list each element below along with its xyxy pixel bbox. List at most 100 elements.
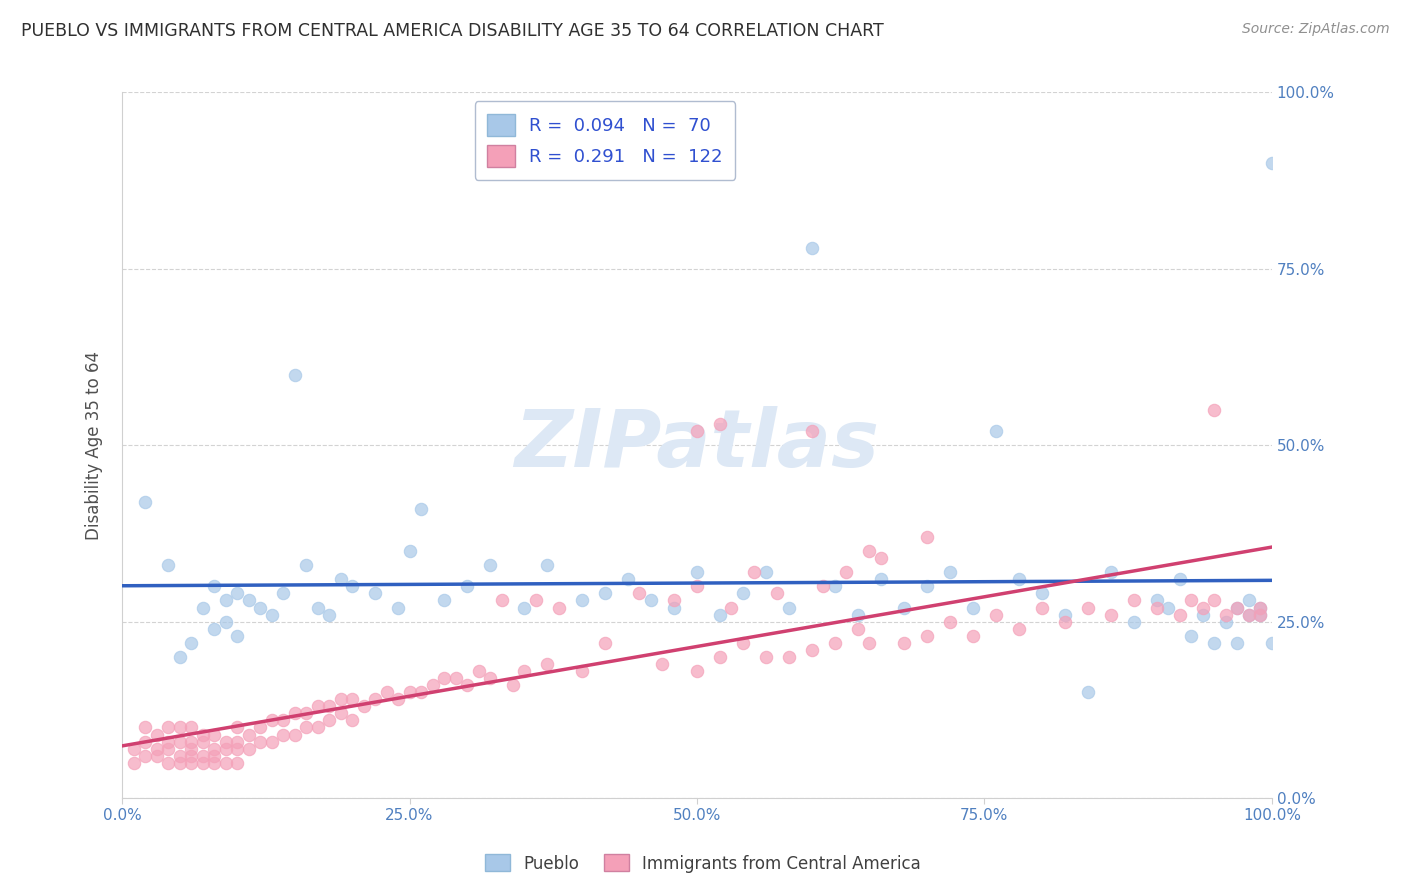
Point (1237, 607, 1260, 622)
Point (271, 586, 294, 600)
Point (180, 721, 202, 735)
Point (1146, 600, 1168, 615)
Point (1053, 607, 1076, 622)
Point (744, 566, 766, 580)
Legend: Pueblo, Immigrants from Central America: Pueblo, Immigrants from Central America (478, 847, 928, 880)
Point (191, 727, 214, 741)
Point (800, 643, 823, 657)
Point (893, 636, 915, 650)
Point (1215, 615, 1237, 629)
Point (157, 734, 180, 748)
Point (271, 714, 294, 728)
Point (398, 685, 420, 699)
Point (180, 741, 202, 756)
Point (1249, 600, 1271, 615)
Point (524, 593, 547, 607)
Point (422, 678, 444, 692)
Point (226, 586, 249, 600)
Point (375, 685, 398, 699)
Point (628, 586, 651, 600)
Point (145, 741, 167, 756)
Point (353, 699, 375, 714)
Point (651, 657, 673, 671)
Point (1237, 593, 1260, 607)
Y-axis label: Disability Age 35 to 64: Disability Age 35 to 64 (86, 351, 103, 540)
Point (1008, 572, 1031, 586)
Point (1157, 600, 1180, 615)
Point (249, 600, 271, 615)
Point (318, 714, 340, 728)
Point (778, 600, 800, 615)
Point (1249, 607, 1271, 622)
Point (1226, 600, 1249, 615)
Point (145, 727, 167, 741)
Point (467, 664, 489, 678)
Point (249, 734, 271, 748)
Point (893, 600, 915, 615)
Point (1261, 156, 1284, 170)
Point (731, 586, 754, 600)
Point (157, 756, 180, 770)
Point (536, 657, 558, 671)
Point (686, 424, 709, 438)
Point (134, 734, 156, 748)
Point (226, 629, 249, 643)
Point (536, 558, 558, 573)
Point (755, 649, 778, 664)
Point (169, 756, 191, 770)
Point (800, 241, 823, 255)
Point (870, 551, 893, 566)
Text: Source: ZipAtlas.com: Source: ZipAtlas.com (1241, 22, 1389, 37)
Point (1204, 403, 1226, 417)
Point (720, 600, 742, 615)
Point (444, 671, 467, 685)
Point (409, 685, 432, 699)
Point (915, 579, 938, 593)
Point (307, 699, 329, 714)
Point (1099, 607, 1122, 622)
Point (318, 699, 340, 714)
Point (1180, 629, 1202, 643)
Point (226, 721, 249, 735)
Point (491, 593, 513, 607)
Point (433, 593, 456, 607)
Point (271, 727, 294, 741)
Point (1146, 593, 1168, 607)
Point (238, 727, 260, 741)
Point (571, 664, 593, 678)
Point (709, 417, 731, 431)
Point (409, 501, 432, 516)
Point (214, 741, 236, 756)
Point (238, 741, 260, 756)
Point (260, 607, 283, 622)
Point (1215, 607, 1237, 622)
Point (283, 368, 305, 382)
Point (755, 566, 778, 580)
Point (962, 629, 984, 643)
Text: PUEBLO VS IMMIGRANTS FROM CENTRAL AMERICA DISABILITY AGE 35 TO 64 CORRELATION CH: PUEBLO VS IMMIGRANTS FROM CENTRAL AMERIC… (21, 22, 884, 40)
Point (249, 721, 271, 735)
Point (214, 593, 236, 607)
Point (571, 593, 593, 607)
Point (202, 756, 225, 770)
Point (157, 558, 180, 573)
Point (1249, 600, 1271, 615)
Point (984, 607, 1007, 622)
Point (662, 593, 685, 607)
Point (295, 706, 318, 721)
Point (800, 424, 823, 438)
Point (318, 607, 340, 622)
Point (870, 572, 893, 586)
Point (340, 692, 363, 706)
Point (260, 714, 283, 728)
Point (686, 664, 709, 678)
Point (709, 607, 731, 622)
Point (640, 593, 662, 607)
Point (169, 721, 191, 735)
Point (295, 558, 318, 573)
Point (307, 721, 329, 735)
Point (686, 566, 709, 580)
Point (824, 579, 846, 593)
Point (283, 727, 305, 741)
Point (915, 530, 938, 544)
